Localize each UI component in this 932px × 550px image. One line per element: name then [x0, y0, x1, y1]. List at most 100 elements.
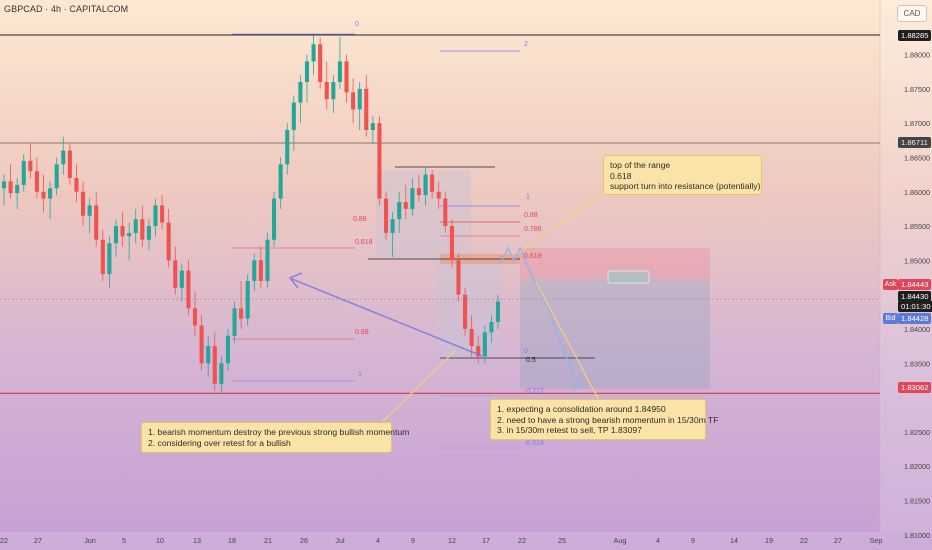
candle-body [476, 346, 481, 357]
candle-body [140, 219, 145, 240]
candle-body [239, 308, 244, 319]
fib-label: 0.88 [353, 216, 367, 223]
time-tick-label: 4 [656, 536, 660, 545]
note-line: 1. bearish momentum destroy the previous… [148, 427, 410, 437]
candle-body [146, 226, 151, 240]
candle-body [212, 346, 217, 384]
price-tag-last: 1.84430 [898, 291, 932, 302]
candle-body [107, 243, 112, 275]
trend-arrow-line [291, 278, 483, 357]
candle-body [258, 260, 263, 281]
candle-body [21, 160, 26, 185]
candle-body [15, 184, 20, 194]
candle-body [430, 174, 435, 192]
candle-body [482, 332, 487, 357]
note-line: 1. expecting a consolidation around 1.84… [497, 404, 666, 414]
time-tick-label: 25 [558, 536, 566, 545]
price-tick-label: 1.86000 [904, 188, 930, 197]
time-tick-label: 27 [834, 536, 842, 545]
price-tick-label: 1.85500 [904, 222, 930, 231]
countdown: 01:01:30 [898, 301, 932, 312]
time-tick-label: 21 [264, 536, 272, 545]
candle-body [331, 81, 336, 100]
target-zone [520, 279, 710, 389]
candle-body [324, 81, 329, 100]
candle-body [318, 44, 323, 82]
candle-body [225, 335, 230, 364]
note-line: top of the range [610, 160, 671, 170]
entry-marker [607, 270, 650, 284]
candle-body [311, 44, 316, 62]
fib-label: 0.88 [524, 212, 538, 219]
price-tick-label: 1.83500 [904, 359, 930, 368]
candle-body [383, 198, 389, 233]
candle-body [133, 219, 138, 233]
candle-body [443, 198, 448, 227]
note-consolidation: 1. expecting a consolidation around 1.84… [490, 399, 719, 440]
candle-body [206, 346, 211, 364]
range-box-upper [376, 170, 471, 259]
candle-body [272, 198, 277, 240]
candle-body [252, 260, 257, 281]
price-tick-label: 1.87500 [904, 85, 930, 94]
price-tick-label: 1.86500 [904, 153, 930, 162]
time-axis-panel [0, 532, 932, 550]
candle-body [410, 188, 415, 209]
candle-body [357, 88, 362, 110]
price-tick-label: 1.82000 [904, 462, 930, 471]
note-line: 0.618 [610, 170, 632, 181]
candle-body [1, 181, 7, 189]
price-tick-label: 1.87000 [904, 119, 930, 128]
trend-arrow-head [288, 272, 303, 289]
candle-body [370, 123, 375, 131]
candle-body [192, 308, 198, 326]
time-tick-label: 9 [691, 536, 695, 545]
candle-body [127, 232, 132, 237]
fib-label: 1 [526, 194, 530, 201]
fib-label: 0.88 [355, 329, 369, 336]
time-tick-label: 22 [518, 536, 526, 545]
time-tick-label: 9 [411, 536, 415, 545]
time-tick-label: 5 [122, 536, 126, 545]
candle-body [278, 164, 283, 199]
candle-body [344, 61, 349, 93]
fib-label: 0.786 [524, 226, 542, 233]
candle-body [100, 239, 105, 275]
candle-body [199, 325, 204, 364]
currency-button[interactable]: CAD [897, 5, 927, 22]
candle-body [166, 222, 171, 261]
candle-body [179, 270, 184, 288]
candle-body [449, 226, 454, 261]
note-line: 3. in 15/30m retest to sell, TP 1.83097 [497, 425, 642, 436]
price-tag-support: 1.83062 [898, 382, 932, 393]
fib-label: -0.272 [524, 388, 544, 395]
candle-body [94, 205, 99, 240]
note-bearish-momentum: 1. bearish momentum destroy the previous… [141, 422, 410, 453]
time-tick-label: Aug [614, 536, 627, 545]
candle-body [416, 188, 422, 196]
fib-label: -0.618 [524, 440, 544, 447]
candle-body [489, 322, 494, 333]
candle-body [28, 160, 33, 172]
symbol-title: GBPCAD · 4h · CAPITALCOM [4, 4, 129, 14]
ask-label: Ask [883, 279, 898, 290]
candle-body [173, 260, 178, 288]
candle-body [120, 226, 125, 237]
candle-body [436, 191, 441, 199]
price-axis-panel [880, 0, 932, 532]
candle-body [397, 202, 402, 220]
time-tick-label: 22 [800, 536, 808, 545]
candle-body [298, 81, 303, 103]
fib-label: 0.5 [526, 357, 536, 364]
candle-body [113, 226, 119, 244]
callout-pointer [535, 281, 601, 403]
candle-body [34, 171, 39, 192]
time-tick-label: Sep [870, 536, 883, 545]
price-tag-ask: 1.84443 [898, 279, 932, 290]
projection-arrow [569, 379, 583, 392]
fib-label: 0 [355, 21, 359, 28]
candle-body [390, 219, 395, 233]
note-top-of-range: top of the range 0.618 support turn into… [603, 155, 762, 195]
